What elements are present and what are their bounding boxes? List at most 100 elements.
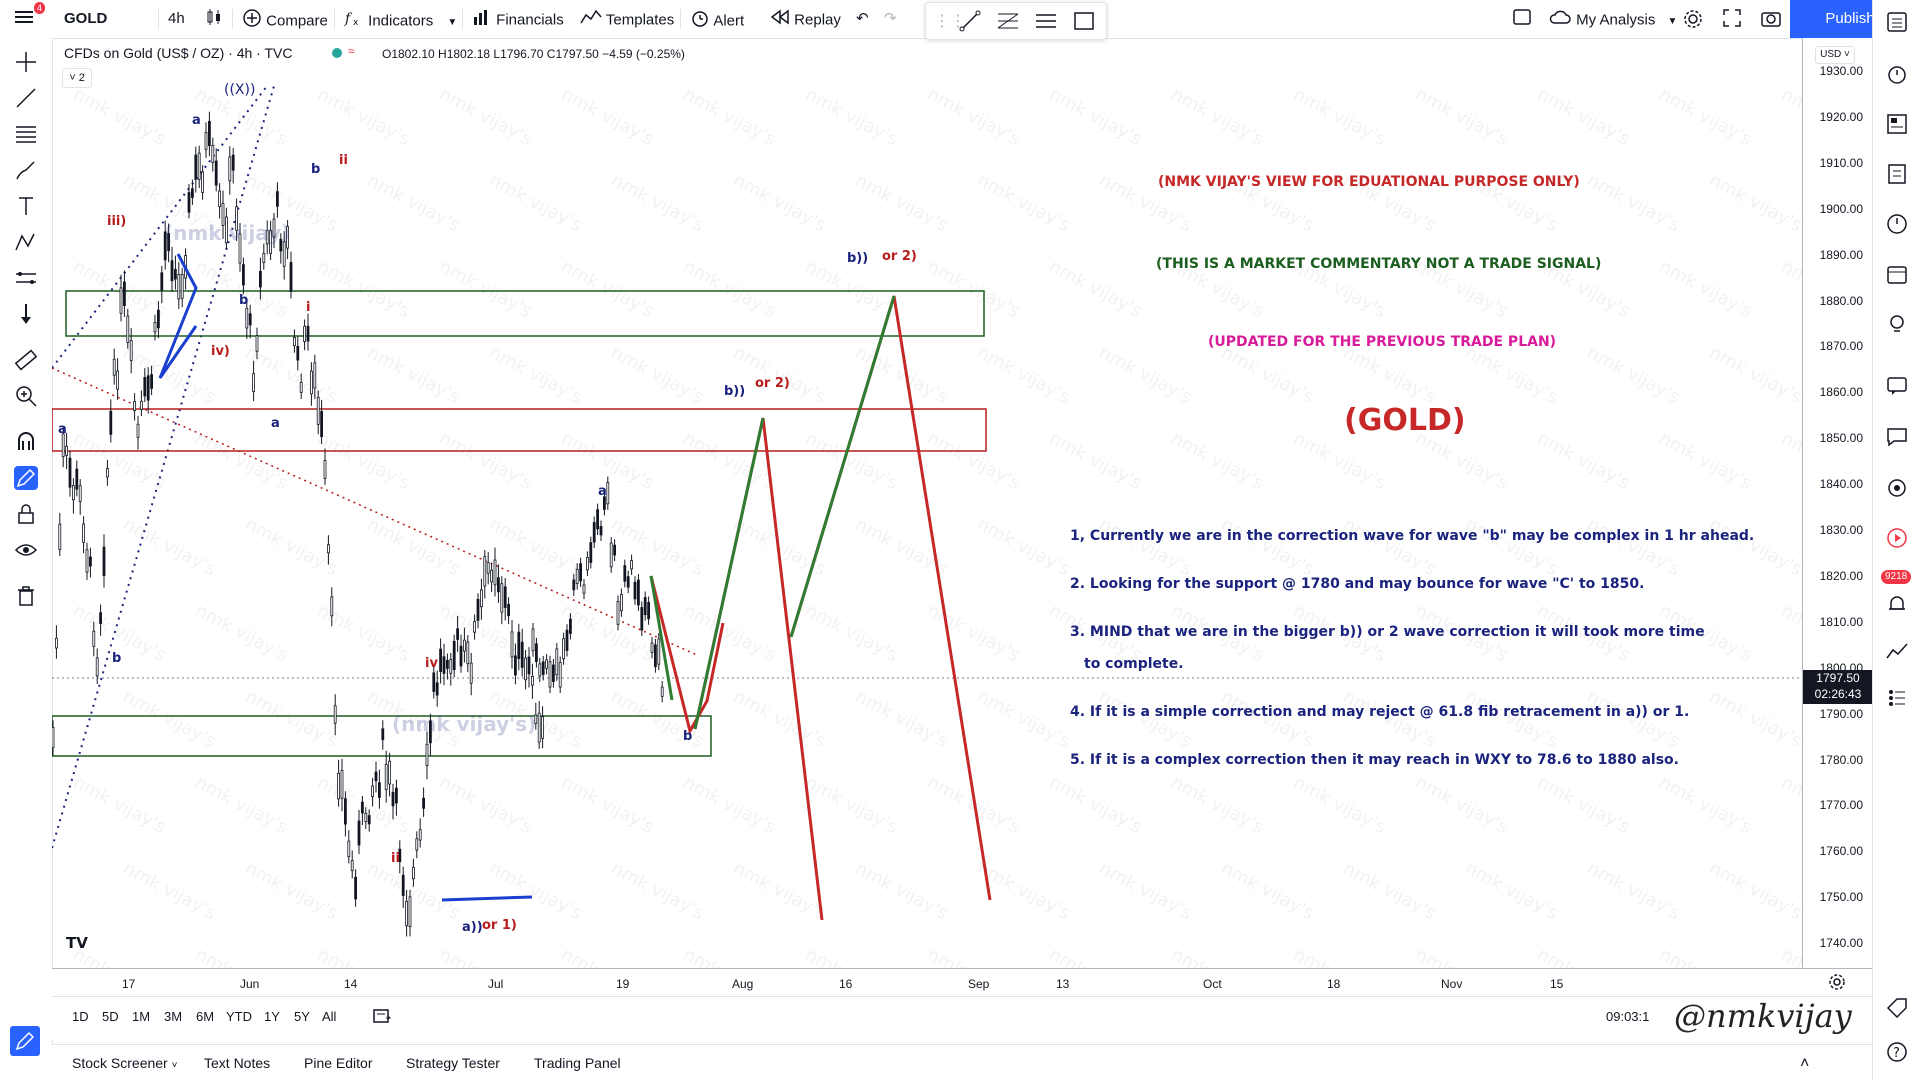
candle bbox=[562, 638, 566, 660]
range-button-3m[interactable]: 3M bbox=[164, 1009, 183, 1024]
price-chart[interactable]: nmk vijay's nmk vijay's nmk vijay's nmk vij… bbox=[52, 38, 1802, 968]
replay-button[interactable]: Replay bbox=[770, 8, 841, 30]
rectangle-icon[interactable] bbox=[1072, 9, 1096, 38]
compare-button[interactable]: Compare bbox=[242, 8, 328, 30]
panel-tab-text-notes[interactable]: Text Notes bbox=[204, 1055, 271, 1071]
remove-drawings-tool[interactable] bbox=[14, 584, 38, 608]
hotlists-button[interactable] bbox=[1885, 162, 1909, 186]
brush-tool[interactable] bbox=[14, 158, 38, 182]
range-button-1d[interactable]: 1D bbox=[72, 1009, 89, 1024]
alerts-button[interactable] bbox=[1885, 62, 1909, 86]
main-menu-button[interactable]: 4 bbox=[14, 2, 46, 30]
chart-settings-button[interactable] bbox=[1828, 973, 1846, 996]
messages-button[interactable] bbox=[1885, 424, 1909, 448]
wave-label: ii bbox=[391, 851, 400, 866]
price-tick-label: 1790.00 bbox=[1819, 706, 1863, 721]
time-axis[interactable]: 17 Jun 14 Jul 19 Aug 16 Sep 13 Oct 18 Nov 15 bbox=[52, 968, 1872, 997]
tags-button[interactable] bbox=[1885, 996, 1909, 1020]
watermark-text: nmk vijay's bbox=[608, 170, 708, 236]
ruler-tool[interactable] bbox=[14, 348, 38, 372]
trend-line-icon[interactable] bbox=[958, 9, 982, 38]
arrow-tool[interactable] bbox=[14, 302, 38, 326]
settings-button[interactable] bbox=[1682, 8, 1704, 30]
layers-button[interactable] bbox=[1885, 686, 1909, 710]
chevron-down-icon[interactable]: ▼ bbox=[447, 17, 458, 29]
watermark-text: nmk vijay's bbox=[974, 686, 1074, 752]
panel-tab-strategy-tester[interactable]: Strategy Tester bbox=[406, 1055, 500, 1071]
lines-icon[interactable] bbox=[1034, 9, 1058, 38]
pattern-tool[interactable] bbox=[14, 230, 38, 254]
ideas-button[interactable] bbox=[1885, 312, 1909, 336]
stay-in-drawing-mode-tool[interactable] bbox=[14, 466, 38, 490]
symbol-search[interactable]: GOLD bbox=[64, 10, 108, 27]
layout-name-button[interactable]: My Analysis ▼ bbox=[1548, 8, 1677, 30]
chart-pane[interactable]: nmk vijay's nmk vijay's nmk vijay's nmk vij… bbox=[52, 38, 1802, 968]
watchlist-button[interactable] bbox=[1885, 10, 1909, 34]
redo-button[interactable]: ↷ bbox=[884, 8, 897, 30]
trend-line-tool[interactable] bbox=[14, 86, 38, 110]
chats-button[interactable] bbox=[1885, 374, 1909, 398]
candle bbox=[435, 682, 439, 696]
object-tree-button[interactable] bbox=[10, 1026, 40, 1056]
chart-title[interactable]: CFDs on Gold (US$ / OZ) · 4h · TVC bbox=[64, 45, 293, 61]
range-button-1m[interactable]: 1M bbox=[132, 1009, 151, 1024]
currency-select[interactable]: USD ˅ bbox=[1815, 46, 1855, 64]
forecast-tool[interactable] bbox=[14, 266, 38, 290]
range-button-ytd[interactable]: YTD bbox=[226, 1009, 252, 1024]
snapshot-button[interactable] bbox=[1760, 8, 1782, 30]
alert-button[interactable]: Alert bbox=[690, 8, 744, 30]
drag-handle-icon[interactable]: ⋮⋮ bbox=[934, 13, 966, 30]
candle bbox=[326, 544, 330, 554]
range-button-1y[interactable]: 1Y bbox=[264, 1009, 280, 1024]
calendar-button[interactable] bbox=[1885, 212, 1909, 236]
candle bbox=[520, 641, 524, 668]
live-button[interactable] bbox=[1885, 526, 1909, 550]
fullscreen-button[interactable] bbox=[1722, 8, 1742, 30]
financials-button[interactable]: Financials bbox=[472, 8, 564, 30]
collapse-panel-button[interactable]: ˄ bbox=[1800, 1055, 1809, 1073]
data-window-button[interactable] bbox=[1885, 112, 1909, 136]
magnet-tool[interactable] bbox=[14, 430, 38, 454]
candle bbox=[541, 661, 545, 675]
range-button-5y[interactable]: 5Y bbox=[294, 1009, 310, 1024]
watermark-text: nmk vijay's bbox=[924, 428, 1024, 494]
last-price-label: 1797.50 02:26:43 bbox=[1803, 670, 1873, 704]
fib-icon[interactable] bbox=[996, 9, 1020, 38]
watermark-text: nmk vijay's bbox=[70, 84, 170, 150]
go-to-date-button[interactable] bbox=[372, 1007, 392, 1030]
undo-button[interactable]: ↶ bbox=[856, 8, 869, 30]
range-button-6m[interactable]: 6M bbox=[196, 1009, 215, 1024]
help-button[interactable]: ? bbox=[1885, 1040, 1909, 1064]
panel-tab-stock-screener[interactable]: Stock Screener ˅ bbox=[72, 1055, 177, 1071]
lock-drawings-tool[interactable] bbox=[14, 502, 38, 526]
watermark-text: nmk vijay's bbox=[1778, 428, 1802, 494]
watermark-text: nmk vijay's bbox=[436, 428, 536, 494]
watermark-text: nmk vijay's bbox=[1656, 84, 1756, 150]
range-button-all[interactable]: All bbox=[322, 1009, 337, 1024]
layout-select-button[interactable] bbox=[1512, 8, 1532, 30]
clock-display[interactable]: 09:03:1 bbox=[1606, 1009, 1650, 1024]
hide-drawings-tool[interactable] bbox=[14, 538, 38, 562]
tradingview-logo-icon[interactable]: TV bbox=[64, 932, 92, 952]
order-panel-button[interactable] bbox=[1885, 640, 1909, 664]
interval-button[interactable]: 4h bbox=[168, 10, 185, 27]
crosshair-tool[interactable] bbox=[14, 50, 38, 74]
templates-button[interactable]: Templates bbox=[580, 8, 674, 30]
candle bbox=[136, 423, 140, 438]
watermark-text: nmk vijay's bbox=[1290, 772, 1390, 838]
time-tick-label: 19 bbox=[616, 977, 630, 991]
zoom-tool[interactable] bbox=[14, 384, 38, 408]
text-tool[interactable] bbox=[14, 194, 38, 218]
streams-button[interactable] bbox=[1885, 476, 1909, 500]
fib-tool[interactable] bbox=[14, 122, 38, 146]
panel-tab-trading-panel[interactable]: Trading Panel bbox=[534, 1055, 621, 1071]
collapse-indicators-button[interactable]: ˅ 2 bbox=[62, 68, 92, 88]
notifications-button[interactable] bbox=[1885, 592, 1909, 616]
panel-tab-pine-editor[interactable]: Pine Editor bbox=[304, 1055, 373, 1071]
price-axis[interactable]: USD ˅ 1930.00 1920.00 1910.00 1900.00 1890.0… bbox=[1802, 38, 1873, 968]
economic-calendar-button[interactable] bbox=[1885, 262, 1909, 286]
range-button-5d[interactable]: 5D bbox=[102, 1009, 119, 1024]
chart-type-button[interactable] bbox=[205, 8, 223, 30]
